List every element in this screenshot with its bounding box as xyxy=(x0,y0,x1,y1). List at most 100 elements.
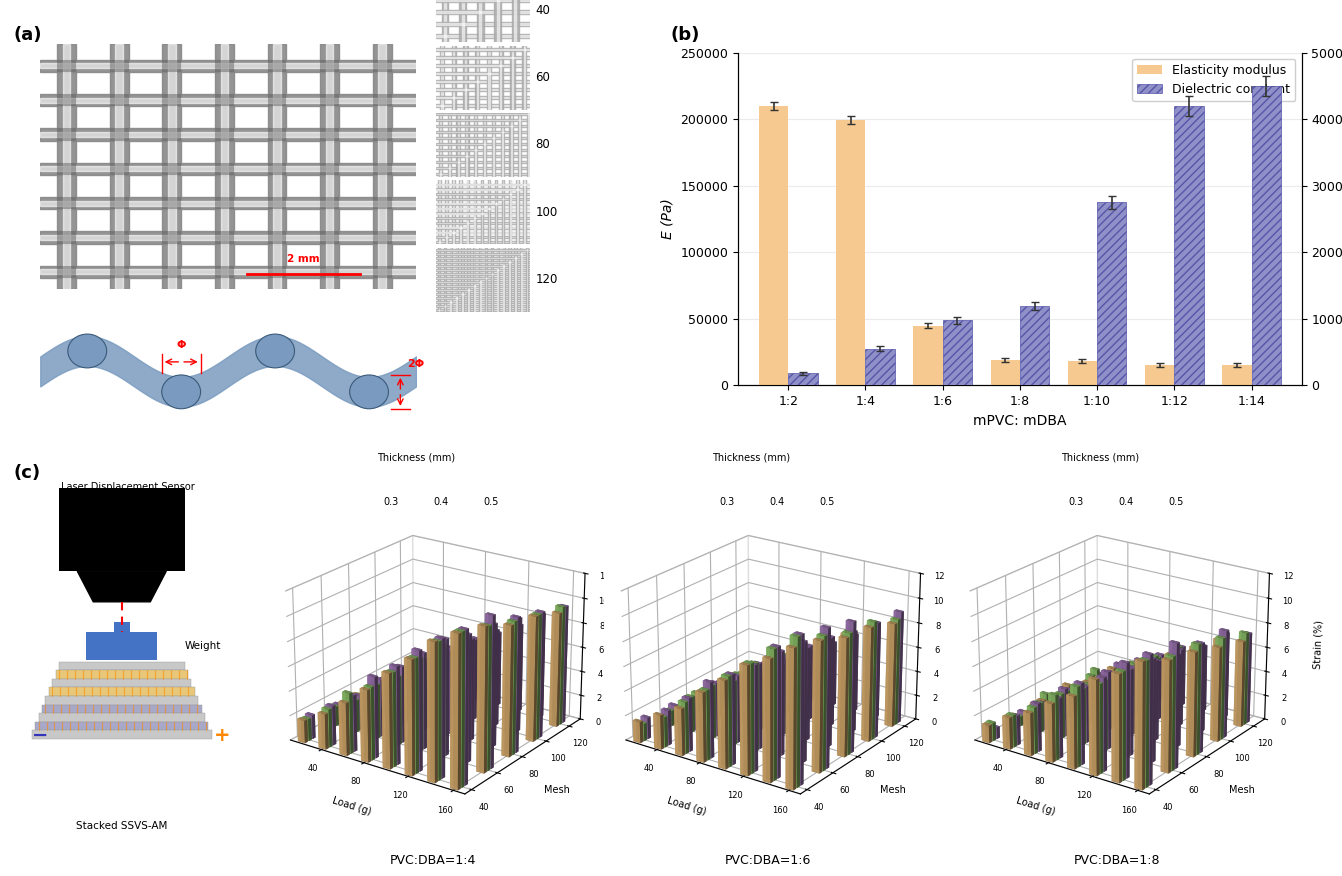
Bar xyxy=(440,46,444,110)
Bar xyxy=(436,231,530,233)
Bar xyxy=(58,129,76,141)
Bar xyxy=(436,161,530,163)
Bar xyxy=(436,89,530,90)
Bar xyxy=(274,44,280,289)
Bar xyxy=(321,129,340,141)
Text: −: − xyxy=(32,726,48,745)
Bar xyxy=(459,180,462,244)
Bar xyxy=(162,44,181,289)
Text: 0.3: 0.3 xyxy=(719,497,734,506)
Polygon shape xyxy=(78,571,166,602)
Text: 0.4: 0.4 xyxy=(769,497,784,506)
Bar xyxy=(436,57,530,58)
Bar xyxy=(509,248,511,312)
Bar xyxy=(450,248,452,312)
Bar xyxy=(1145,365,1174,385)
Bar xyxy=(462,0,463,42)
Circle shape xyxy=(162,375,200,409)
Bar xyxy=(321,94,340,106)
Bar xyxy=(466,113,468,177)
Bar xyxy=(436,241,530,243)
Bar xyxy=(215,197,234,209)
Bar xyxy=(373,94,392,106)
Bar xyxy=(58,197,76,209)
Bar xyxy=(321,197,340,209)
Bar xyxy=(40,63,416,68)
Bar xyxy=(63,44,70,289)
Bar xyxy=(220,44,228,289)
Bar xyxy=(110,60,129,72)
Bar xyxy=(215,94,234,106)
Bar xyxy=(527,113,530,177)
Bar xyxy=(162,265,181,278)
Bar xyxy=(436,149,530,152)
Text: 0.3: 0.3 xyxy=(384,497,399,506)
Bar xyxy=(436,285,530,286)
Bar xyxy=(162,197,181,209)
Bar xyxy=(58,94,76,106)
FancyBboxPatch shape xyxy=(86,632,157,661)
Text: PVC:DBA=1:8: PVC:DBA=1:8 xyxy=(1074,854,1161,867)
Bar xyxy=(467,180,470,244)
Bar xyxy=(162,163,181,175)
Text: Thickness (mm): Thickness (mm) xyxy=(377,453,455,463)
Bar xyxy=(321,44,340,289)
Bar xyxy=(58,44,76,289)
Bar xyxy=(436,64,530,67)
Bar xyxy=(1252,86,1280,385)
Bar xyxy=(267,265,286,278)
Bar xyxy=(58,231,76,244)
Bar xyxy=(110,44,129,289)
Bar xyxy=(494,0,501,42)
Bar xyxy=(436,265,530,266)
Bar xyxy=(495,180,498,244)
Bar xyxy=(110,94,129,106)
Bar xyxy=(436,193,530,195)
Bar xyxy=(487,180,490,244)
Bar xyxy=(58,265,76,278)
Bar xyxy=(436,81,530,82)
Bar xyxy=(436,22,530,26)
Bar xyxy=(436,49,530,50)
Polygon shape xyxy=(42,704,201,713)
Bar xyxy=(436,105,530,106)
Bar xyxy=(267,197,286,209)
Text: 80: 80 xyxy=(535,138,550,152)
Bar xyxy=(40,197,416,209)
Text: 2Φ: 2Φ xyxy=(408,359,424,370)
Bar xyxy=(467,248,470,312)
Text: 0.5: 0.5 xyxy=(1168,497,1184,506)
Bar xyxy=(40,265,416,278)
Bar xyxy=(436,155,530,157)
Bar xyxy=(436,237,530,238)
Text: +: + xyxy=(215,726,231,745)
Text: (a): (a) xyxy=(13,26,42,45)
Polygon shape xyxy=(39,713,205,722)
Bar xyxy=(162,60,181,72)
Bar xyxy=(436,173,530,175)
Bar xyxy=(436,119,530,121)
Bar xyxy=(436,198,530,200)
Bar xyxy=(514,248,517,312)
Text: PVC:DBA=1:6: PVC:DBA=1:6 xyxy=(725,854,812,867)
Bar xyxy=(40,132,416,137)
Legend: Elasticity modulus, Dielectric constant: Elasticity modulus, Dielectric constant xyxy=(1133,59,1295,101)
Bar xyxy=(522,46,526,110)
Polygon shape xyxy=(32,731,212,738)
Text: Weight: Weight xyxy=(185,641,221,651)
Bar xyxy=(110,231,129,244)
Bar xyxy=(502,180,505,244)
Text: 2 mm: 2 mm xyxy=(287,254,319,264)
Bar xyxy=(58,60,76,72)
Bar xyxy=(444,248,446,312)
Bar xyxy=(474,180,476,244)
Bar xyxy=(515,180,518,244)
Text: 0.4: 0.4 xyxy=(433,497,448,506)
Bar xyxy=(436,0,530,3)
Bar xyxy=(436,212,530,214)
Bar xyxy=(40,270,416,274)
Bar xyxy=(40,129,416,141)
Bar xyxy=(436,281,530,283)
Bar xyxy=(455,248,458,312)
Y-axis label: E (Pa): E (Pa) xyxy=(662,199,675,239)
